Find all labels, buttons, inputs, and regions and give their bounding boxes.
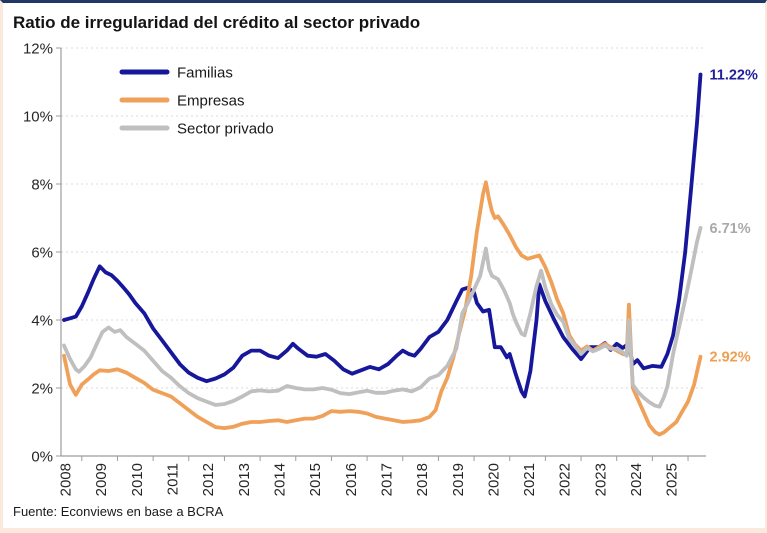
- x-axis-label: 2021: [521, 463, 538, 496]
- x-axis-label: 2009: [93, 463, 110, 496]
- x-axis-label: 2025: [664, 463, 681, 496]
- x-axis-label: 2017: [378, 463, 395, 496]
- x-axis-label: 2012: [200, 463, 217, 496]
- axes-group: 0% 2% 4% 6% 8% 10% 12% 2008 2009 2010 2011 2012 2013…: [23, 41, 706, 496]
- legend-group: Familias Empresas Sector privado: [119, 65, 274, 138]
- x-axis-label: 2014: [271, 463, 288, 496]
- x-axis-label: 2016: [343, 463, 360, 496]
- y-axis-label: 10%: [23, 109, 53, 126]
- x-axis-label: 2019: [450, 463, 467, 496]
- end-label-sector-privado: 6.71%: [710, 221, 751, 237]
- x-axis-label: 2020: [485, 463, 502, 496]
- y-axis-label: 4%: [31, 313, 53, 330]
- end-label-familias: 11.22%: [710, 68, 758, 84]
- y-axis-label: 0%: [31, 449, 53, 466]
- legend-label-familias: Familias: [177, 65, 233, 82]
- source-note: Fuente: Econviews en base a BCRA: [13, 504, 224, 519]
- end-label-empresas: 2.92%: [710, 350, 751, 366]
- series-line-empresas: [62, 180, 703, 437]
- x-axis-label: 2023: [592, 463, 609, 496]
- y-axis-label: 12%: [23, 41, 53, 58]
- line-chart-canvas: 0% 2% 4% 6% 8% 10% 12% 2008 2009 2010 2011 2012 2013…: [23, 41, 758, 497]
- x-axis-label: 2011: [164, 463, 181, 495]
- x-axis-label: 2022: [557, 463, 574, 496]
- x-axis-label: 2015: [307, 463, 324, 496]
- y-axis-label: 6%: [31, 245, 53, 262]
- end-labels-group: 11.22% 2.92% 6.71%: [710, 68, 758, 366]
- x-axis-label: 2013: [236, 463, 253, 496]
- chart-title: Ratio de irregularidad del crédito al se…: [13, 13, 421, 32]
- series-line-familias: [62, 72, 703, 399]
- y-axis-label: 8%: [31, 177, 53, 194]
- legend-label-sector-privado: Sector privado: [177, 121, 274, 138]
- legend-label-empresas: Empresas: [177, 93, 245, 110]
- y-axis-label: 2%: [31, 381, 53, 398]
- x-axis-label: 2018: [414, 463, 431, 496]
- gridlines-group: [61, 47, 703, 389]
- x-axis-label: 2024: [628, 463, 645, 496]
- x-axis-label: 2008: [58, 463, 75, 496]
- series-group: [62, 72, 703, 437]
- x-axis-label: 2010: [129, 463, 146, 496]
- series-line-sector-privado: [62, 226, 703, 409]
